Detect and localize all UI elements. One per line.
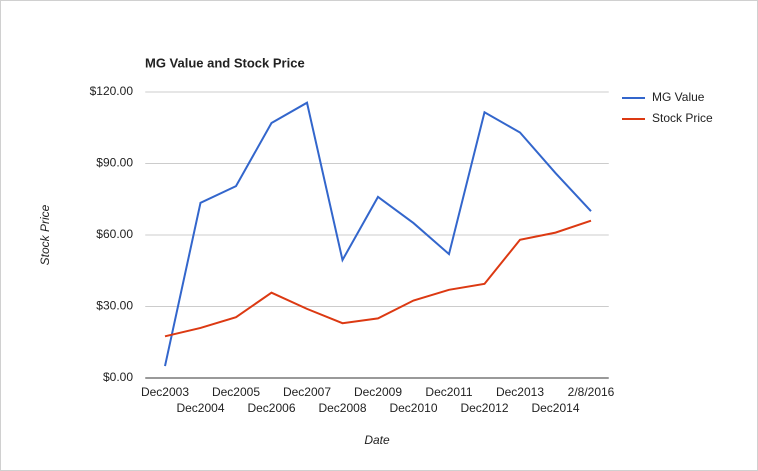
x-tick-label: Dec2006 [247,401,295,415]
x-tick-label: Dec2012 [460,401,508,415]
y-tick-label: $120.00 [90,84,134,98]
y-tick-label: $0.00 [103,370,133,384]
series-line [164,219,592,338]
x-tick-label: Dec2009 [354,385,402,399]
x-tick-label: Dec2007 [283,385,331,399]
chart-title: MG Value and Stock Price [145,55,305,70]
y-tick-label: $60.00 [96,227,133,241]
y-tick-label: $90.00 [96,156,133,170]
y-tick-label: $30.00 [96,299,133,313]
y-axis-title: Stock Price [38,204,52,265]
x-tick-label: Dec2014 [531,401,579,415]
series-line [164,101,592,367]
legend-label: MG Value [652,90,705,104]
x-tick-label: Dec2010 [389,401,437,415]
x-tick-label: Dec2005 [212,385,260,399]
legend-label: Stock Price [652,111,713,125]
x-tick-label: Dec2004 [176,401,224,415]
x-tick-label: Dec2008 [318,401,366,415]
x-tick-label: Dec2011 [425,385,472,399]
x-axis-title: Date [364,433,390,447]
x-tick-label: Dec2013 [496,385,544,399]
x-tick-label: Dec2003 [141,385,189,399]
x-tick-label: 2/8/2016 [568,385,615,399]
